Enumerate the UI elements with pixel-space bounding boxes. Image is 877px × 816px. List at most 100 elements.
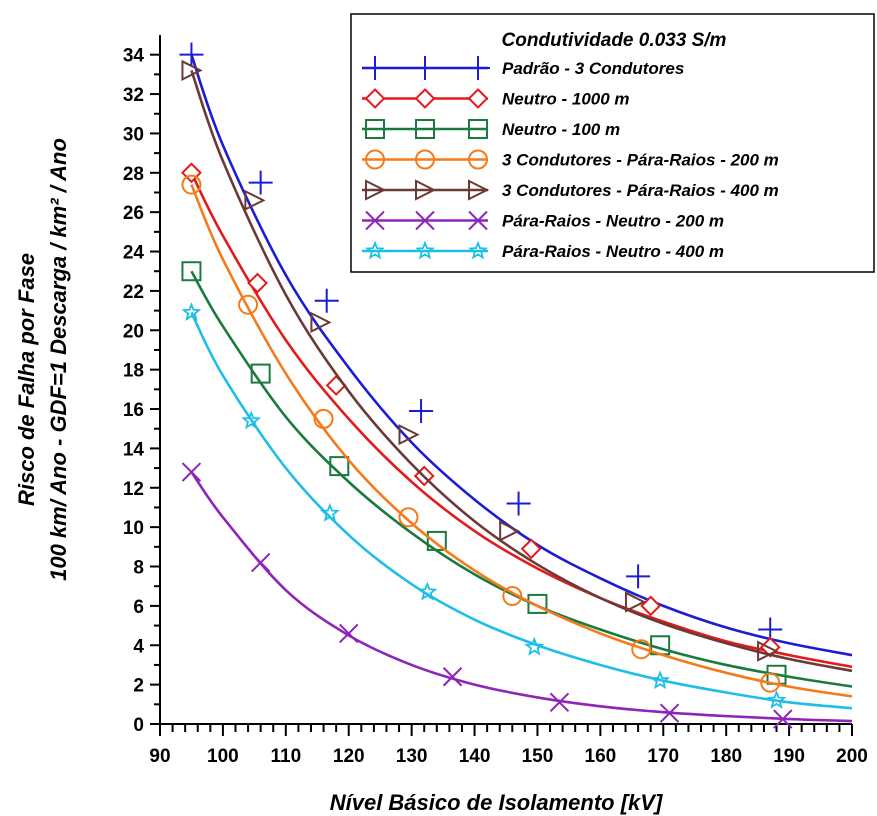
legend-label: Pára-Raios - Neutro - 400 m bbox=[502, 242, 724, 261]
legend-marker bbox=[365, 179, 387, 201]
data-point-marker bbox=[524, 636, 545, 656]
legend-label: Padrão - 3 Condutores bbox=[502, 59, 684, 78]
x-tick-label: 120 bbox=[333, 746, 365, 767]
data-point-marker bbox=[640, 595, 662, 617]
legend: Condutividade 0.033 S/m Padrão - 3 Condu… bbox=[350, 13, 875, 273]
series-4 bbox=[181, 174, 853, 698]
y-tick-label: 0 bbox=[133, 715, 144, 736]
data-point-marker bbox=[631, 639, 652, 660]
data-point-marker bbox=[398, 424, 420, 446]
y-tick-label: 10 bbox=[123, 518, 144, 539]
x-tick-label: 180 bbox=[710, 746, 742, 767]
legend-marker bbox=[364, 88, 386, 109]
data-point-marker bbox=[238, 294, 259, 315]
y-tick-label: 14 bbox=[123, 439, 145, 460]
y-axis-title-line-2: 100 km/ Ano - GDF=1 Descarga / km² / Ano bbox=[46, 138, 71, 581]
series-layer bbox=[179, 42, 853, 729]
data-point-marker bbox=[181, 462, 202, 482]
legend-marker bbox=[468, 179, 490, 201]
y-tick-label: 20 bbox=[123, 321, 144, 342]
x-tick-label: 200 bbox=[836, 746, 868, 767]
x-tick-label: 140 bbox=[459, 746, 491, 767]
data-point-marker bbox=[527, 593, 548, 614]
data-point-marker bbox=[329, 456, 350, 477]
data-point-marker bbox=[314, 288, 339, 313]
data-point-marker bbox=[502, 586, 523, 607]
data-point-marker bbox=[241, 410, 262, 430]
legend-marker bbox=[415, 119, 435, 139]
series-line bbox=[190, 311, 853, 710]
y-tick-label: 16 bbox=[123, 400, 144, 421]
data-point-marker bbox=[417, 581, 438, 601]
data-point-marker bbox=[766, 689, 787, 709]
legend-marker bbox=[365, 240, 385, 260]
legend-marker bbox=[415, 149, 435, 170]
x-tick-label: 170 bbox=[647, 746, 679, 767]
data-point-marker bbox=[250, 363, 271, 384]
data-point-marker bbox=[325, 374, 347, 396]
data-point-marker bbox=[179, 42, 204, 67]
data-point-marker bbox=[624, 591, 647, 613]
x-tick-label: 160 bbox=[585, 746, 617, 767]
data-point-marker bbox=[313, 408, 334, 429]
legend-marker bbox=[468, 240, 488, 260]
series-7 bbox=[181, 302, 853, 710]
legend-marker bbox=[365, 119, 385, 139]
series-line bbox=[190, 70, 853, 673]
series-line bbox=[190, 270, 853, 688]
legend-label: 3 Condutores - Pára-Raios - 400 m bbox=[502, 181, 779, 200]
legend-title: Condutividade 0.033 S/m bbox=[502, 30, 727, 51]
legend-items: Padrão - 3 Condutores Neutro - 1000 m Neut… bbox=[362, 56, 779, 261]
legend-label: Pára-Raios - Neutro - 200 m bbox=[502, 212, 724, 231]
legend-item-6: Pára-Raios - Neutro - 200 m bbox=[362, 210, 724, 231]
series-line bbox=[190, 54, 853, 657]
series-3 bbox=[181, 261, 853, 688]
legend-marker bbox=[468, 149, 488, 170]
legend-marker bbox=[415, 240, 435, 260]
legend-item-4: 3 Condutores - Pára-Raios - 200 m bbox=[362, 149, 779, 170]
series-1 bbox=[179, 42, 853, 657]
data-point-marker bbox=[409, 398, 434, 423]
legend-marker bbox=[413, 56, 437, 80]
y-tick-label: 8 bbox=[133, 558, 144, 579]
data-point-marker bbox=[659, 703, 680, 723]
y-tick-label: 24 bbox=[123, 243, 145, 264]
data-point-marker bbox=[757, 640, 779, 662]
x-tick-label: 90 bbox=[149, 746, 170, 767]
x-axis-title: Nível Básico de Isolamento [kV] bbox=[330, 790, 663, 815]
y-tick-label: 4 bbox=[133, 636, 144, 657]
y-tick-label: 2 bbox=[133, 676, 144, 697]
legend-marker bbox=[468, 119, 488, 139]
y-tick-label: 34 bbox=[123, 46, 145, 67]
legend-marker bbox=[365, 149, 385, 170]
data-point-marker bbox=[398, 507, 419, 528]
data-point-marker bbox=[549, 692, 570, 713]
y-tick-label: 18 bbox=[123, 361, 144, 382]
data-point-marker bbox=[499, 520, 521, 542]
data-point-marker bbox=[339, 623, 359, 644]
data-point-marker bbox=[181, 302, 202, 322]
data-point-marker bbox=[310, 311, 332, 334]
legend-marker bbox=[414, 88, 436, 109]
y-tick-label: 26 bbox=[123, 203, 144, 224]
legend-item-1: Padrão - 3 Condutores bbox=[362, 56, 684, 80]
legend-label: 3 Condutores - Pára-Raios - 200 m bbox=[502, 151, 779, 170]
data-point-marker bbox=[760, 672, 781, 693]
data-point-marker bbox=[650, 670, 671, 690]
data-point-marker bbox=[520, 538, 542, 560]
data-point-marker bbox=[250, 552, 271, 573]
x-tick-label: 110 bbox=[270, 746, 301, 767]
y-tick-label: 12 bbox=[123, 479, 144, 500]
series-6 bbox=[181, 462, 853, 729]
data-point-marker bbox=[442, 667, 463, 687]
y-tick-label: 30 bbox=[123, 124, 144, 145]
y-axis-title-line-1: Risco de Falha por Fase bbox=[14, 253, 39, 506]
data-point-marker bbox=[247, 272, 268, 294]
y-tick-label: 28 bbox=[123, 164, 144, 185]
series-line bbox=[190, 184, 853, 698]
data-point-marker bbox=[181, 174, 202, 195]
series-line bbox=[190, 471, 853, 723]
legend-marker bbox=[467, 88, 489, 109]
